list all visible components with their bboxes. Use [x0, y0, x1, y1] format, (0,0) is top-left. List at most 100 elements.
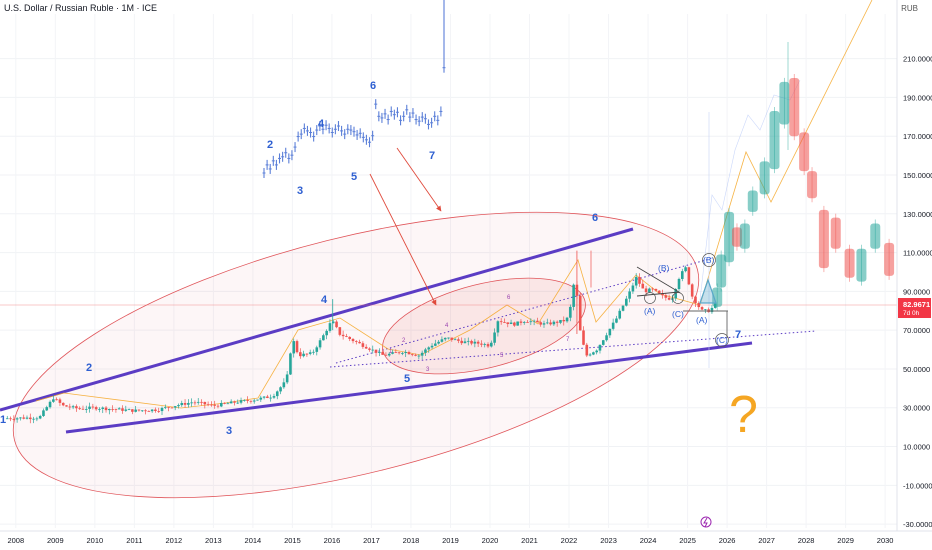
projection-candle-down — [830, 217, 841, 249]
candle-down — [578, 295, 582, 331]
candle-up — [565, 317, 569, 322]
candle-down — [61, 402, 65, 406]
candle-down — [354, 341, 358, 342]
upper-trend-line — [0, 227, 634, 412]
abc-label: (A) — [644, 306, 656, 316]
candle-up — [401, 352, 404, 354]
candle-up — [127, 409, 131, 411]
candle-down — [137, 409, 141, 411]
candle-up — [529, 321, 533, 323]
projection-candle-down — [884, 242, 895, 276]
wave-label-main: 4 — [321, 294, 328, 306]
candle-up — [466, 340, 470, 342]
candle-up — [275, 391, 279, 397]
y-tick-label: -30.0000 — [903, 520, 932, 529]
wave-label-inner: 3 — [426, 367, 430, 373]
candle-up — [601, 340, 605, 345]
x-tick-label: 2008 — [7, 536, 24, 545]
candle-up — [108, 408, 111, 411]
candle-up — [473, 341, 477, 344]
candle-up — [98, 408, 101, 410]
abc-circle — [672, 292, 684, 304]
candle-down — [582, 330, 585, 345]
candle-up — [140, 410, 144, 412]
wave-label-inner: 2 — [402, 338, 406, 344]
candle-up — [302, 353, 305, 357]
candle-down — [157, 411, 161, 412]
candle-down — [503, 322, 506, 323]
y-tick-label: 90.0000 — [903, 287, 930, 296]
candle-down — [206, 404, 210, 406]
candle-up — [634, 277, 638, 286]
candle-up — [621, 305, 625, 311]
candle-up — [680, 271, 684, 279]
candle-up — [25, 417, 29, 419]
candle-up — [378, 351, 381, 353]
candle-up — [187, 402, 190, 405]
abc-label: (B) — [703, 255, 715, 265]
projection-candle-down — [789, 78, 800, 137]
x-tick-label: 2015 — [284, 536, 301, 545]
x-tick-label: 2026 — [719, 536, 736, 545]
candle-down — [351, 339, 355, 342]
candle-down — [58, 399, 62, 403]
candle-down — [410, 354, 414, 356]
candle-up — [190, 402, 193, 404]
candle-up — [631, 285, 635, 292]
candle-up — [38, 415, 42, 419]
candle-up — [226, 403, 230, 405]
candle-down — [210, 404, 213, 406]
x-tick-label: 2011 — [126, 536, 142, 545]
candle-up — [496, 321, 500, 333]
candle-down — [457, 339, 460, 341]
candle-down — [216, 405, 220, 407]
candle-down — [338, 327, 342, 335]
projection-candle-up — [779, 81, 790, 125]
x-tick-label: 2012 — [166, 536, 183, 545]
price-badge — [898, 298, 931, 319]
dotted-upper-line — [335, 257, 714, 364]
candle-down — [78, 408, 81, 410]
candle-up — [328, 323, 332, 331]
candle-up — [598, 344, 602, 351]
projection-candle-down — [799, 132, 810, 172]
triangle-pattern — [636, 266, 681, 297]
candle-up — [42, 410, 45, 416]
candle-up — [618, 310, 622, 319]
candle-down — [131, 409, 134, 412]
candle-down — [170, 407, 174, 409]
candle-down — [183, 402, 187, 405]
wave-label-main: 6 — [592, 212, 598, 224]
wave-label-inner: 7 — [566, 337, 570, 343]
candle-up — [437, 341, 440, 344]
candle-down — [68, 406, 72, 408]
candle-down — [266, 396, 269, 398]
candle-down — [690, 284, 694, 297]
dotted-lower-line — [329, 330, 817, 368]
event-icon — [700, 516, 712, 528]
candle-down — [358, 341, 361, 344]
candle-up — [15, 418, 19, 420]
candle-up — [684, 267, 687, 272]
candle-up — [434, 343, 437, 346]
candle-down — [249, 400, 253, 402]
candle-up — [315, 347, 319, 352]
abc-label: (B) — [658, 263, 670, 273]
candle-up — [588, 354, 592, 356]
candle-up — [124, 409, 128, 411]
wave-label-inner: 6 — [507, 295, 511, 301]
wave-label-main: 2 — [86, 362, 92, 374]
abc-label: (C) — [716, 335, 728, 345]
candle-up — [677, 278, 681, 290]
x-tick-label: 2016 — [324, 536, 341, 545]
candle-down — [28, 417, 32, 420]
candle-up — [289, 353, 292, 375]
candle-up — [256, 399, 259, 401]
y-tick-label: 70.0000 — [903, 326, 930, 335]
abc-circle — [702, 253, 716, 267]
candle-down — [203, 401, 207, 405]
wave-label-inset: 2 — [267, 139, 273, 151]
candle-up — [177, 405, 180, 407]
x-tick-label: 2018 — [403, 536, 420, 545]
